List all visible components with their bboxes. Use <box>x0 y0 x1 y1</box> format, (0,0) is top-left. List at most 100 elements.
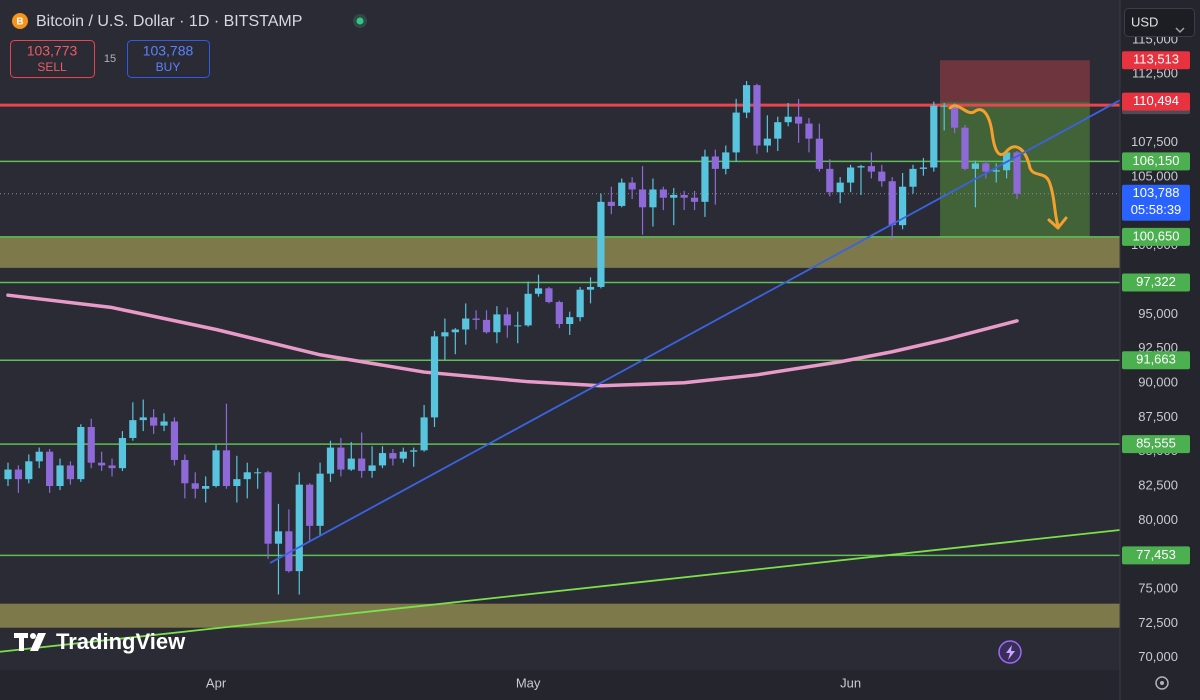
dropdown-chevron <box>1175 27 1185 34</box>
brand-logo <box>14 633 46 651</box>
y-tick-label: 90,000 <box>1138 374 1178 389</box>
candle-body <box>368 465 376 471</box>
candle-body <box>347 458 355 470</box>
candle-body <box>732 112 740 153</box>
x-tick-label: Jun <box>840 675 861 690</box>
candle-body <box>4 469 12 480</box>
candle-body <box>597 201 605 287</box>
candle-body <box>389 453 397 459</box>
moving-average <box>6 293 1019 388</box>
candle-body <box>118 437 127 469</box>
candle-body <box>815 138 823 169</box>
candle-body <box>794 116 803 124</box>
candle-body <box>534 288 543 294</box>
bar-countdown: 05:58:39 <box>1131 202 1182 217</box>
price-axis-background <box>1120 0 1200 700</box>
y-tick-label: 107,500 <box>1131 134 1178 149</box>
candle-body <box>919 167 927 169</box>
coin-icon <box>12 13 28 29</box>
candle-body <box>264 472 272 544</box>
brand-name: TradingView <box>56 629 186 654</box>
y-tick-label: 80,000 <box>1138 512 1178 527</box>
last-price-box <box>1122 184 1190 221</box>
candle-body <box>951 105 959 128</box>
spread: 15 <box>104 53 116 65</box>
currency-label: USD <box>1131 14 1158 29</box>
level-label-box <box>1122 435 1190 454</box>
y-tick-label: 105,000 <box>1131 169 1178 184</box>
coin-icon-glyph: B <box>16 17 23 28</box>
candle-body <box>628 182 636 190</box>
candle-body <box>410 450 418 452</box>
x-tick-label: Apr <box>206 675 227 690</box>
entry-label-box <box>1122 92 1190 111</box>
candle-body <box>316 473 324 526</box>
candle-body <box>930 105 938 168</box>
candle-body <box>826 168 834 193</box>
candle-body <box>524 293 532 326</box>
candle-body <box>337 447 345 470</box>
candle-body <box>576 289 584 318</box>
assistant-icon <box>1006 645 1015 660</box>
candle-body <box>763 138 771 146</box>
level-label-box <box>1122 351 1190 370</box>
level-label: 100,650 <box>1133 228 1180 243</box>
candle-body <box>867 166 875 172</box>
mid-layer <box>4 81 1021 595</box>
candle-body <box>295 484 303 572</box>
candle-body <box>961 127 969 169</box>
candle-body <box>306 484 314 526</box>
level-label: 106,150 <box>1133 153 1180 168</box>
level-label-box <box>1122 227 1190 246</box>
candle-body <box>742 85 751 113</box>
level-label: 77,453 <box>1136 547 1176 562</box>
buy-button[interactable] <box>127 40 210 78</box>
candle-body <box>222 450 231 487</box>
arrow-head <box>1047 216 1068 230</box>
candle-body <box>493 314 501 333</box>
position-loss-area <box>940 60 1090 102</box>
candle-body <box>846 167 855 183</box>
candle-body <box>358 458 366 471</box>
candle-body <box>87 426 95 463</box>
candle-body <box>274 531 283 544</box>
level-label: 91,663 <box>1136 352 1176 367</box>
candle-body <box>503 314 511 326</box>
candle-body <box>659 189 667 198</box>
status-dot <box>356 17 364 25</box>
candle-body <box>451 329 459 333</box>
candle-body <box>160 421 168 426</box>
candle-body <box>108 465 116 469</box>
level-label-box <box>1122 546 1190 565</box>
candle-body <box>66 465 75 480</box>
candle-body <box>285 531 293 572</box>
stop-label-box <box>1122 51 1190 70</box>
sell-button[interactable] <box>10 40 95 78</box>
sell-label: SELL <box>37 60 67 74</box>
level-label: 85,555 <box>1136 436 1176 451</box>
entry-label: 110,494 <box>1133 93 1179 108</box>
y-tick-label: 87,500 <box>1138 409 1178 424</box>
stop-label: 113,513 <box>1133 52 1179 67</box>
level-label-box <box>1122 273 1190 292</box>
candle-body <box>805 123 813 139</box>
candle-body <box>857 166 865 168</box>
candle-body <box>482 319 491 333</box>
sell-price: 103,773 <box>27 43 78 59</box>
candle-body <box>982 163 990 172</box>
candle-body <box>909 168 917 187</box>
candle-body <box>992 170 1000 172</box>
candle-body <box>25 461 33 480</box>
candle-body <box>46 451 54 487</box>
logo-slash <box>30 633 46 651</box>
candle-body <box>56 465 64 487</box>
candle-body <box>399 451 407 459</box>
candle-body <box>690 197 699 202</box>
settings-icon-core <box>1160 681 1164 685</box>
front-layer <box>0 99 1121 653</box>
trend-line <box>269 99 1121 564</box>
projection-arrow <box>948 104 1060 228</box>
x-tick-label: May <box>516 675 541 690</box>
settings-button[interactable] <box>1155 676 1169 690</box>
